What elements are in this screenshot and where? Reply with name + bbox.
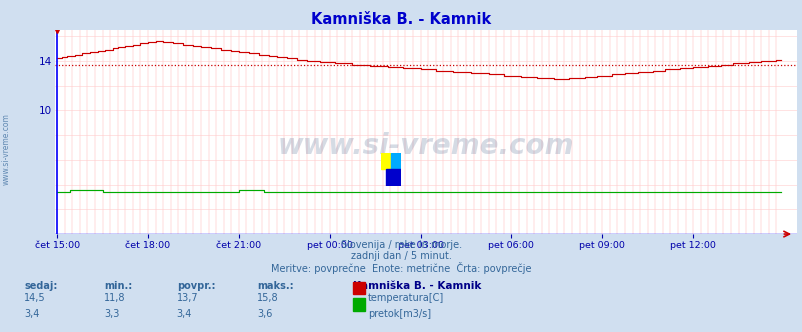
Text: 15,8: 15,8 — [257, 293, 278, 303]
Text: maks.:: maks.: — [257, 281, 294, 290]
Bar — [391, 153, 401, 169]
Text: Slovenija / reke in morje.: Slovenija / reke in morje. — [341, 240, 461, 250]
Text: 3,6: 3,6 — [257, 309, 272, 319]
Text: 11,8: 11,8 — [104, 293, 126, 303]
Text: Meritve: povprečne  Enote: metrične  Črta: povprečje: Meritve: povprečne Enote: metrične Črta:… — [271, 262, 531, 274]
Text: temperatura[C]: temperatura[C] — [367, 293, 444, 303]
Text: min.:: min.: — [104, 281, 132, 290]
Text: Kamniška B. - Kamnik: Kamniška B. - Kamnik — [311, 12, 491, 27]
Text: Kamniška B. - Kamnik: Kamniška B. - Kamnik — [353, 281, 481, 290]
Text: www.si-vreme.com: www.si-vreme.com — [277, 132, 573, 160]
Text: pretok[m3/s]: pretok[m3/s] — [367, 309, 431, 319]
Text: povpr.:: povpr.: — [176, 281, 215, 290]
Text: 3,4: 3,4 — [176, 309, 192, 319]
Text: 14,5: 14,5 — [24, 293, 46, 303]
Bar — [386, 169, 401, 186]
Bar — [381, 153, 391, 169]
Text: 3,3: 3,3 — [104, 309, 119, 319]
Text: 3,4: 3,4 — [24, 309, 39, 319]
Text: sedaj:: sedaj: — [24, 281, 58, 290]
Text: 13,7: 13,7 — [176, 293, 198, 303]
Text: www.si-vreme.com: www.si-vreme.com — [2, 114, 11, 185]
Text: zadnji dan / 5 minut.: zadnji dan / 5 minut. — [350, 251, 452, 261]
